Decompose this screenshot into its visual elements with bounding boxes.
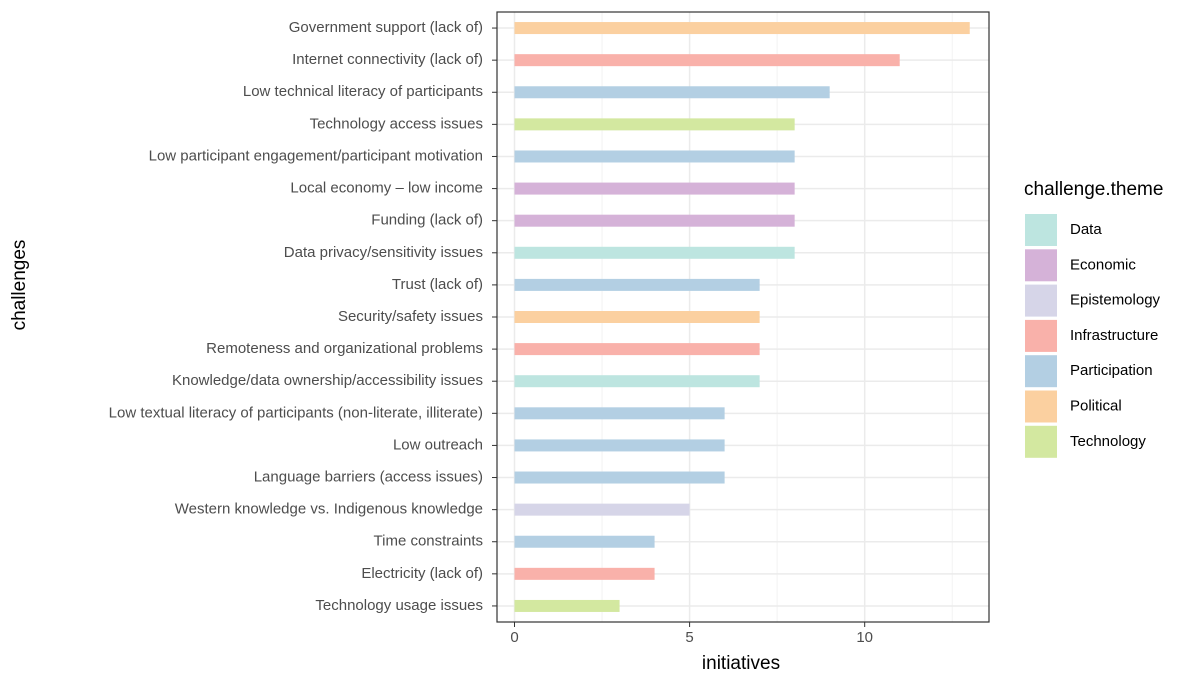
bar bbox=[514, 535, 655, 548]
bar bbox=[514, 471, 725, 484]
x-tick-label: 0 bbox=[510, 629, 518, 646]
bar bbox=[514, 503, 690, 516]
bar bbox=[514, 150, 795, 163]
x-tick-label: 10 bbox=[856, 629, 873, 646]
y-tick-label: Remoteness and organizational problems bbox=[206, 340, 483, 357]
legend-key bbox=[1025, 214, 1057, 246]
y-tick-label: Internet connectivity (lack of) bbox=[292, 51, 483, 68]
bar bbox=[514, 22, 970, 35]
y-tick-label: Local economy – low income bbox=[290, 180, 483, 197]
legend-key bbox=[1025, 390, 1057, 423]
bar bbox=[514, 246, 795, 259]
y-tick-label: Trust (lack of) bbox=[392, 276, 483, 293]
legend-key bbox=[1025, 284, 1057, 317]
bar bbox=[514, 54, 900, 67]
y-tick-label: Low outreach bbox=[393, 436, 483, 453]
x-axis-title: initiatives bbox=[702, 653, 780, 674]
bar bbox=[514, 407, 725, 420]
y-tick-label: Western knowledge vs. Indigenous knowled… bbox=[175, 501, 483, 518]
y-tick-label: Technology usage issues bbox=[315, 597, 483, 614]
y-tick-label: Low participant engagement/participant m… bbox=[149, 147, 483, 164]
bar bbox=[514, 278, 760, 291]
legend-key bbox=[1025, 319, 1057, 352]
y-tick-label: Time constraints bbox=[374, 533, 483, 550]
y-tick-label: Electricity (lack of) bbox=[361, 565, 483, 582]
y-tick-label: Knowledge/data ownership/accessibility i… bbox=[172, 372, 483, 389]
legend-label: Political bbox=[1070, 397, 1122, 414]
legend-label: Technology bbox=[1070, 433, 1146, 450]
bar bbox=[514, 118, 795, 131]
bar bbox=[514, 311, 760, 323]
bar bbox=[514, 182, 795, 195]
y-tick-label: Funding (lack of) bbox=[371, 212, 483, 229]
y-tick-label: Low technical literacy of participants bbox=[243, 83, 483, 100]
y-tick-label: Data privacy/sensitivity issues bbox=[284, 244, 483, 261]
bar bbox=[514, 439, 725, 452]
y-axis-title: challenges bbox=[9, 240, 30, 331]
bar bbox=[514, 343, 760, 356]
bar bbox=[514, 599, 620, 612]
legend-key bbox=[1025, 355, 1057, 388]
y-tick-label: Low textual literacy of participants (no… bbox=[109, 404, 483, 421]
legend-title: challenge.theme bbox=[1024, 179, 1163, 200]
legend-label: Infrastructure bbox=[1070, 327, 1158, 344]
bar bbox=[514, 375, 760, 388]
legend-label: Economic bbox=[1070, 256, 1136, 273]
legend-label: Epistemology bbox=[1070, 292, 1161, 309]
y-tick-label: Government support (lack of) bbox=[289, 19, 483, 36]
y-tick-label: Technology access issues bbox=[310, 115, 483, 132]
y-tick-label: Security/safety issues bbox=[338, 308, 483, 325]
bar bbox=[514, 86, 830, 99]
legend-label: Data bbox=[1070, 221, 1102, 238]
legend-key bbox=[1025, 249, 1057, 282]
x-tick-label: 5 bbox=[685, 629, 693, 646]
y-tick-label: Language barriers (access issues) bbox=[254, 468, 483, 485]
bar bbox=[514, 214, 795, 227]
legend-key bbox=[1025, 425, 1057, 458]
plot-border bbox=[496, 11, 990, 623]
bar bbox=[514, 567, 655, 580]
legend-label: Participation bbox=[1070, 362, 1153, 379]
